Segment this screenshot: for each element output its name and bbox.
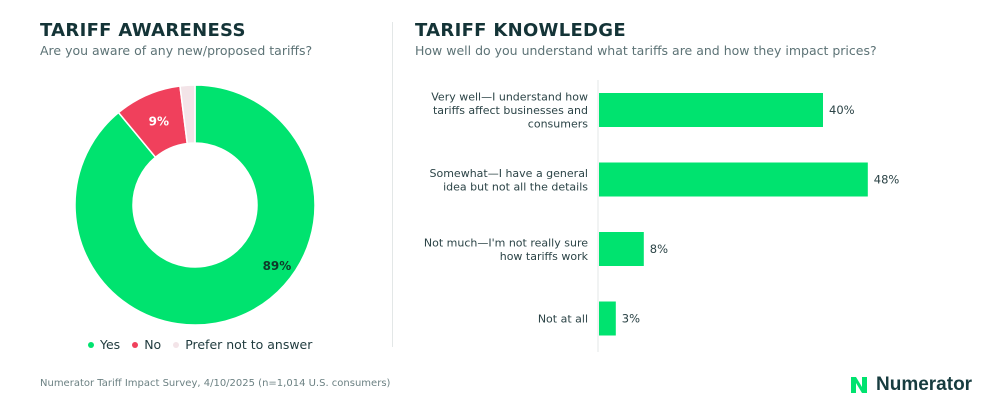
- legend-swatch-yes: [88, 341, 94, 348]
- legend-item-prefer-not: Prefer not to answer: [173, 337, 312, 352]
- knowledge-subtitle: How well do you understand what tariffs …: [415, 43, 877, 58]
- bar-2: [599, 232, 644, 266]
- bar-category-label-1-line-1: idea but not all the details: [443, 180, 588, 193]
- bar-category-label-0-line-0: Very well—I understand how: [431, 91, 588, 104]
- bar-category-label-2-line-1: how tariffs work: [500, 250, 589, 263]
- legend-item-no: No: [132, 337, 161, 352]
- knowledge-title: TARIFF KNOWLEDGE: [415, 20, 626, 41]
- legend-label-no: No: [144, 337, 162, 352]
- bar-1: [599, 162, 868, 197]
- donut-label-no: 9%: [149, 114, 169, 128]
- numerator-logo-icon: [851, 377, 867, 393]
- bar-category-label-0-line-2: consumers: [528, 118, 588, 131]
- bar-value-label-3: 3%: [622, 312, 640, 326]
- bar-category-label-3-line-0: Not at all: [538, 313, 588, 326]
- bar-value-label-0: 40%: [829, 103, 855, 117]
- awareness-legend: Yes No Prefer not to answer: [88, 337, 324, 352]
- legend-label-prefer-not: Prefer not to answer: [185, 337, 313, 352]
- brand-logo: Numerator: [848, 374, 972, 396]
- source-note: Numerator Tariff Impact Survey, 4/10/202…: [40, 378, 391, 389]
- donut-slice-prefer-not: [179, 84, 196, 145]
- bar-0: [599, 93, 823, 127]
- bar-category-label-0-line-1: tariffs affect businesses and: [433, 104, 588, 117]
- legend-label-yes: Yes: [100, 337, 121, 352]
- awareness-donut-chart: 89% 9%: [74, 84, 316, 326]
- brand-name: Numerator: [876, 374, 973, 395]
- awareness-title: TARIFF AWARENESS: [40, 20, 246, 41]
- bar-category-label-1-line-0: Somewhat—I have a general: [430, 167, 589, 180]
- panel-divider: [392, 22, 393, 347]
- bar-value-label-1: 48%: [874, 173, 900, 187]
- legend-swatch-no: [132, 341, 139, 348]
- legend-swatch-prefer-not: [173, 341, 180, 348]
- legend-item-yes: Yes: [88, 337, 120, 352]
- awareness-subtitle: Are you aware of any new/proposed tariff…: [40, 43, 313, 58]
- bar-category-label-2-line-0: Not much—I'm not really sure: [424, 236, 588, 249]
- bar-value-label-2: 8%: [650, 242, 668, 256]
- donut-label-yes: 89%: [263, 259, 292, 273]
- donut-slice-yes: [74, 84, 316, 326]
- bar-3: [599, 301, 616, 336]
